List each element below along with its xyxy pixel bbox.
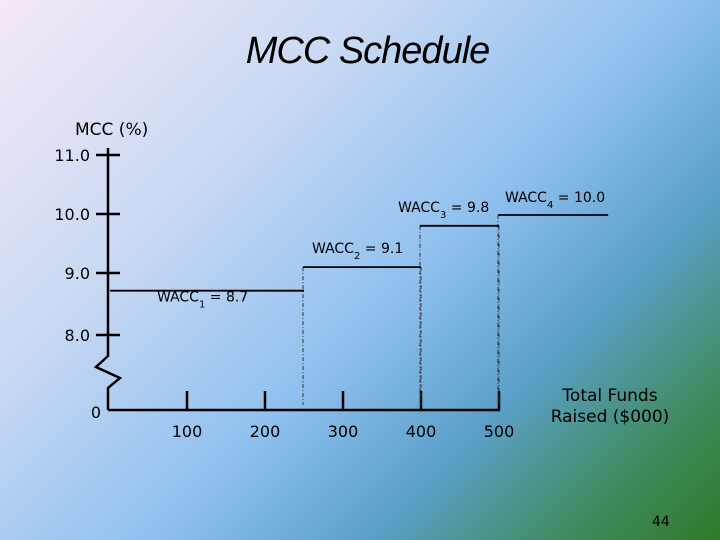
wacc-step-label: WACC1 = 8.7	[157, 290, 248, 311]
page-title: MCC Schedule	[245, 30, 491, 72]
x-tick-label: 300	[328, 422, 359, 441]
y-tick-label: 9.0	[65, 264, 90, 283]
wacc-step-label: WACC3 = 9.8	[398, 200, 489, 221]
x-tick-label: 200	[250, 422, 281, 441]
y-axis-label: MCC (%)	[75, 120, 149, 140]
x-tick-label: 500	[484, 422, 515, 441]
x-origin-label: 0	[91, 403, 101, 422]
wacc-step-label: WACC4 = 10.0	[505, 190, 605, 211]
wacc-step-label: WACC2 = 9.1	[312, 241, 403, 262]
x-axis-label: Total Funds Raised ($000)	[550, 386, 670, 427]
y-tick-label: 10.0	[54, 205, 90, 224]
axis-break	[93, 352, 123, 410]
x-tick-label: 100	[172, 422, 203, 441]
x-tick-label: 400	[406, 422, 437, 441]
y-tick-label: 8.0	[65, 326, 90, 345]
y-tick-label: 11.0	[54, 146, 90, 165]
page-number: 44	[652, 514, 670, 530]
